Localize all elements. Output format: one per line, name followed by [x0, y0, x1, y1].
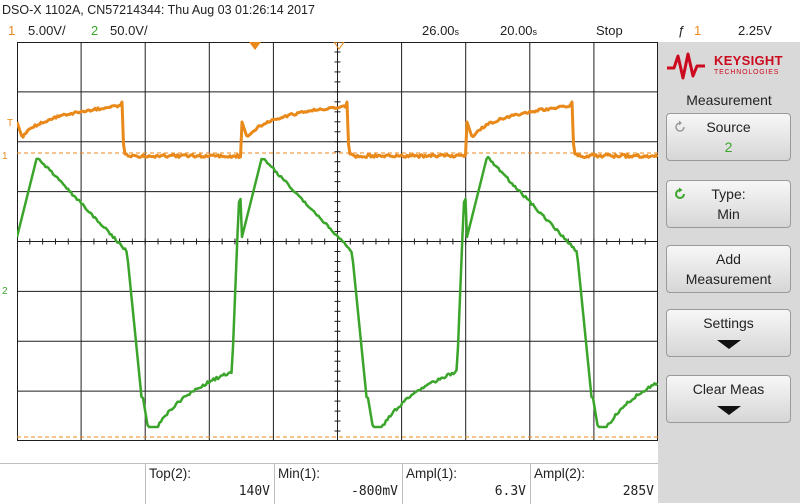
ch1-scale[interactable]: 5.00V/ [28, 23, 66, 38]
brand-logo: KEYSIGHT TECHNOLOGIES [666, 48, 794, 84]
clear-meas-softkey-label: Clear Meas [667, 381, 790, 397]
settings-softkey-label: Settings [667, 315, 790, 331]
scale-bar: 1 5.00V/ 2 50.0V/ 26.00s 20.00s Stop ƒ 1… [0, 22, 800, 42]
measurement-value: -800mV [351, 484, 398, 499]
softkey-panel: KEYSIGHT TECHNOLOGIES Measurement Source… [658, 42, 800, 503]
clear-meas-softkey[interactable]: Clear Meas [666, 375, 791, 423]
ch1-number[interactable]: 1 [8, 23, 15, 38]
measurement-ampl-ch2[interactable]: Ampl(2): 285V [530, 464, 658, 504]
waveform-display[interactable] [17, 42, 658, 441]
source-softkey-value: 2 [667, 139, 790, 155]
keysight-wave-icon [666, 50, 706, 82]
ch2-number[interactable]: 2 [91, 23, 98, 38]
submenu-arrow-icon [717, 406, 741, 415]
time-scale-unit: s [533, 27, 538, 37]
trigger-edge-icon: ƒ [678, 23, 685, 38]
brand-subtitle: TECHNOLOGIES [714, 69, 779, 76]
measurement-top-ch2[interactable]: Top(2): 140V [145, 464, 274, 504]
ch2-ground-marker[interactable]: 2 [2, 286, 8, 297]
status-header: DSO-X 1102A, CN57214344: Thu Aug 03 01:2… [0, 0, 800, 22]
measurement-label: Top(2): [149, 466, 191, 481]
measurement-value: 6.3V [495, 484, 526, 499]
instrument-title: DSO-X 1102A, CN57214344: Thu Aug 03 01:2… [2, 3, 315, 17]
run-state[interactable]: Stop [596, 23, 623, 38]
measurement-min-ch1[interactable]: Min(1): -800mV [274, 464, 402, 504]
source-softkey[interactable]: Source 2 [666, 113, 791, 161]
measurement-ampl-ch1[interactable]: Ampl(1): 6.3V [402, 464, 530, 504]
time-scale-value: 20.00 [500, 23, 533, 38]
measurement-label: Min(1): [278, 466, 320, 481]
measurement-label: Ampl(1): [406, 466, 457, 481]
measurement-label: Ampl(2): [534, 466, 585, 481]
ch1-ground-marker[interactable]: 1 [2, 151, 8, 162]
measurement-value: 285V [623, 484, 654, 499]
source-softkey-label: Source [667, 119, 790, 135]
trigger-level[interactable]: 2.25V [738, 23, 772, 38]
add-measurement-line2: Measurement [667, 271, 790, 287]
ch2-scale[interactable]: 50.0V/ [110, 23, 148, 38]
type-softkey-value: Min [667, 206, 790, 222]
time-position[interactable]: 26.00s [422, 23, 459, 38]
add-measurement-line1: Add [667, 251, 790, 267]
time-position-unit: s [455, 27, 460, 37]
type-softkey[interactable]: Type: Min [666, 180, 791, 228]
time-reference-marker [334, 42, 344, 49]
brand-name: KEYSIGHT [714, 53, 783, 68]
type-softkey-label: Type: [667, 186, 790, 202]
measurement-bar: Top(2): 140V Min(1): -800mV Ampl(1): 6.3… [0, 463, 658, 504]
time-scale[interactable]: 20.00s [500, 23, 537, 38]
submenu-arrow-icon [717, 340, 741, 349]
waveform-svg [17, 42, 658, 441]
menu-title: Measurement [658, 92, 800, 108]
graticule [17, 42, 658, 441]
time-position-value: 26.00 [422, 23, 455, 38]
trigger-channel[interactable]: 1 [694, 23, 701, 38]
settings-softkey[interactable]: Settings [666, 309, 791, 357]
trigger-level-marker[interactable]: T [7, 118, 13, 129]
add-measurement-softkey[interactable]: Add Measurement [666, 245, 791, 293]
trigger-position-marker[interactable] [249, 42, 261, 50]
measurement-value: 140V [239, 484, 270, 499]
